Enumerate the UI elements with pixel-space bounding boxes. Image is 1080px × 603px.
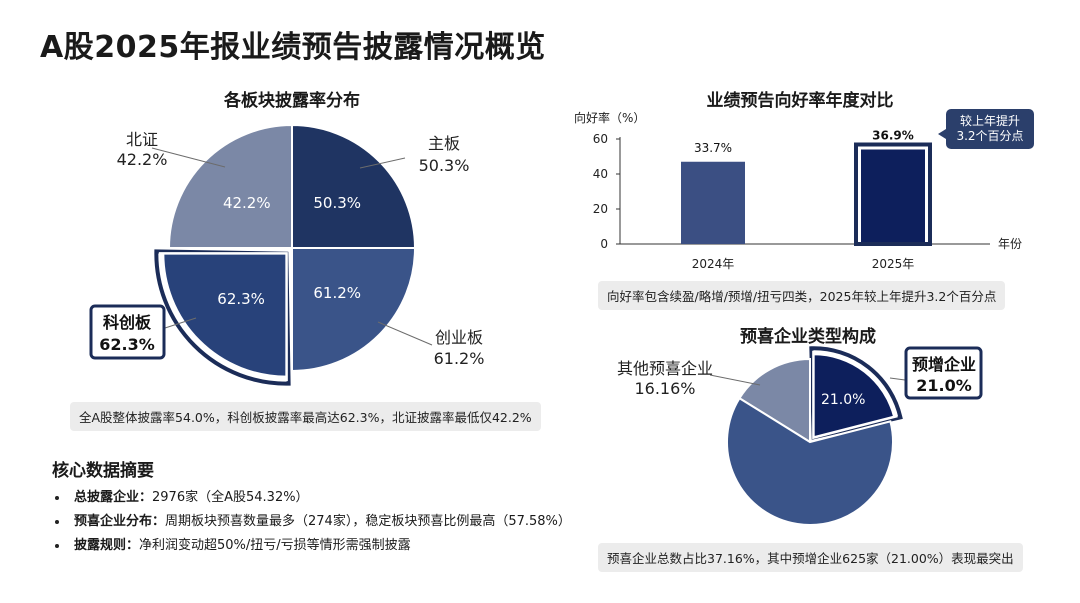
bar-x-axis-title: 年份 — [998, 237, 1022, 251]
yuzeng-value-label: 21.0% — [916, 376, 972, 395]
bar-1 — [861, 149, 925, 244]
pie2-slice-label-yuzeng: 21.0% — [821, 392, 865, 408]
bar-data-label: 33.7% — [694, 141, 732, 155]
pie1-chart: 50.3% 61.2% 62.3% 42.2% 北证 42.2% 主板 50.3% 创… — [89, 123, 485, 386]
bar-chart-title: 业绩预告向好率年度对比 — [706, 91, 894, 111]
main-board-name-label: 主板 — [428, 134, 460, 153]
main-board-value-label: 50.3% — [419, 156, 470, 175]
other-value-label: 16.16% — [634, 379, 695, 398]
pie1-slice-label-bse: 42.2% — [223, 194, 271, 212]
bar-chart: 向好率（%） 0 20 40 60 年份 33.7% 2024年 36.9% 2025年 — [574, 110, 1022, 271]
star-callout-box — [89, 304, 166, 360]
bse-name-label: 北证 — [126, 130, 158, 149]
yuzeng-name-label: 预增企业 — [912, 355, 976, 374]
other-leader-line — [709, 374, 761, 386]
pie1-slice-bse — [167, 123, 293, 249]
summary-item-text: 净利润变动超50%/扭亏/亏损等情形需强制披露 — [139, 538, 411, 553]
summary-item-distribution: 预喜企业分布：周期板块预喜数量最多（274家），稳定板块预喜比例最高（57.58… — [52, 512, 571, 536]
bar-data-label: 36.9% — [872, 129, 914, 143]
pie2-slice-yuzeng-fill — [812, 353, 896, 439]
page-title: A股2025年报业绩预告披露情况概览 — [40, 30, 546, 65]
bar-category-label: 2025年 — [872, 257, 915, 271]
bar-y-tick-label: 20 — [593, 202, 608, 216]
star-value-label: 62.3% — [99, 335, 155, 354]
summary-item-label: 预喜企业分布： — [74, 514, 166, 529]
bar-category-label: 2024年 — [692, 257, 735, 271]
pie1-slice-label-chinext: 61.2% — [313, 284, 361, 302]
pie1-slice-star-fill — [162, 252, 288, 378]
yuzeng-callout-box — [904, 346, 983, 400]
bar-y-axis-title: 向好率（%） — [574, 110, 645, 125]
pie2-slice-other — [738, 357, 811, 444]
bar-callout: 较上年提升 3.2个百分点 — [938, 109, 1034, 149]
bar-y-tick-label: 0 — [600, 237, 608, 251]
summary-item-rule: 披露规则：净利润变动超50%/扭亏/亏损等情形需强制披露 — [52, 536, 571, 560]
pie1-highlight-outline — [154, 249, 291, 386]
pie2-chart: 21.0% 其他预喜企业 16.16% 预增企业 21.0% — [617, 346, 983, 526]
summary-item-total: 总披露企业：2976家（全A股54.32%） — [52, 488, 571, 512]
pie2-slice-remainder — [726, 396, 894, 526]
pie1-title: 各板块披露率分布 — [224, 91, 360, 111]
chinext-name-label: 创业板 — [435, 328, 483, 347]
pie1-note: 全A股整体披露率54.0%，科创板披露率最高达62.3%，北证披露率最低仅42.… — [70, 402, 541, 431]
bar-callout-line: 3.2个百分点 — [956, 129, 1024, 143]
other-name-label: 其他预喜企业 — [617, 359, 713, 378]
summary-item-text: 2976家（全A股54.32%） — [152, 490, 309, 505]
star-name-label: 科创板 — [103, 313, 152, 332]
bar-0 — [681, 161, 745, 244]
summary-item-label: 披露规则： — [74, 538, 140, 553]
pie2-note: 预喜企业总数占比37.16%，其中预增企业625家（21.00%）表现最突出 — [598, 543, 1023, 572]
bse-leader-line — [151, 147, 226, 168]
summary-item-text: 周期板块预喜数量最多（274家），稳定板块预喜比例最高（57.58%） — [165, 514, 571, 529]
chinext-leader-line — [377, 321, 433, 346]
pie1-slice-chinext — [291, 247, 417, 373]
main-board-leader-line — [359, 157, 406, 169]
pie1-slice-label-main-board: 50.3% — [313, 194, 361, 212]
summary-item-label: 总披露企业： — [74, 490, 153, 505]
chinext-value-label: 61.2% — [434, 349, 485, 368]
bar-highlight-outline — [854, 142, 932, 246]
bar-chart-note: 向好率包含续盈/略增/预增/扭亏四类，2025年较上年提升3.2个百分点 — [598, 281, 1006, 310]
summary-list: 总披露企业：2976家（全A股54.32%） 预喜企业分布：周期板块预喜数量最多… — [52, 488, 571, 560]
bar-y-tick-label: 60 — [593, 132, 608, 146]
bar-y-tick-label: 40 — [593, 167, 608, 181]
summary-title: 核心数据摘要 — [52, 461, 154, 481]
pie2-title: 预喜企业类型构成 — [740, 327, 876, 347]
star-leader-line — [164, 317, 197, 329]
pie2-highlight-outline — [809, 346, 903, 440]
yuzeng-leader-line — [889, 377, 906, 381]
bse-value-label: 42.2% — [117, 150, 168, 169]
pie1-slice-label-star: 62.3% — [217, 290, 265, 308]
bar-callout-line: 较上年提升 — [959, 114, 1020, 128]
pie1-slice-main-board — [291, 123, 417, 249]
